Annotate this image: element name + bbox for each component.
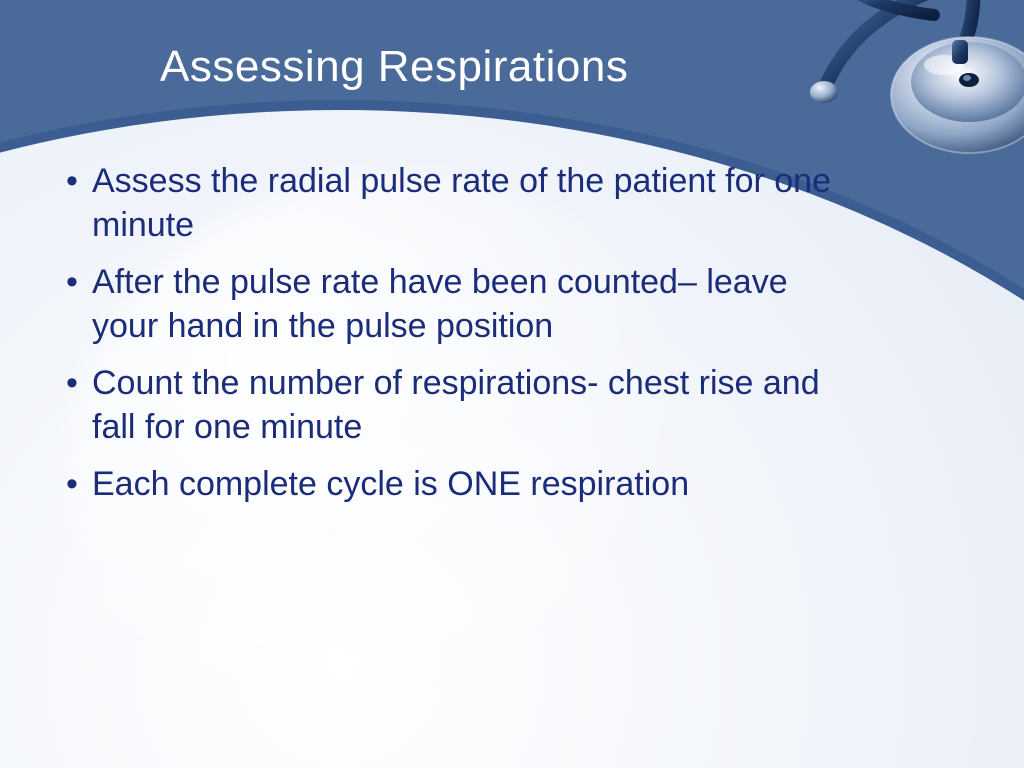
bullet-item: Assess the radial pulse rate of the pati…	[62, 160, 852, 247]
bullet-item: Each complete cycle is ONE respiration	[62, 463, 852, 507]
content-clip: Assessing Respirations Assess the radial…	[0, 0, 1024, 768]
bullet-item: Count the number of respirations- chest …	[62, 362, 852, 449]
bullet-text: After the pulse rate have been counted– …	[92, 263, 788, 345]
bullet-text: Each complete cycle is ONE respiration	[92, 465, 689, 503]
slide-title: Assessing Respirations	[160, 42, 628, 92]
bullet-list: Assess the radial pulse rate of the pati…	[62, 160, 852, 521]
slide: Assessing Respirations Assess the radial…	[0, 0, 1024, 768]
bullet-text: Assess the radial pulse rate of the pati…	[92, 162, 831, 244]
bullet-item: After the pulse rate have been counted– …	[62, 261, 852, 348]
bullet-text: Count the number of respirations- chest …	[92, 364, 820, 446]
